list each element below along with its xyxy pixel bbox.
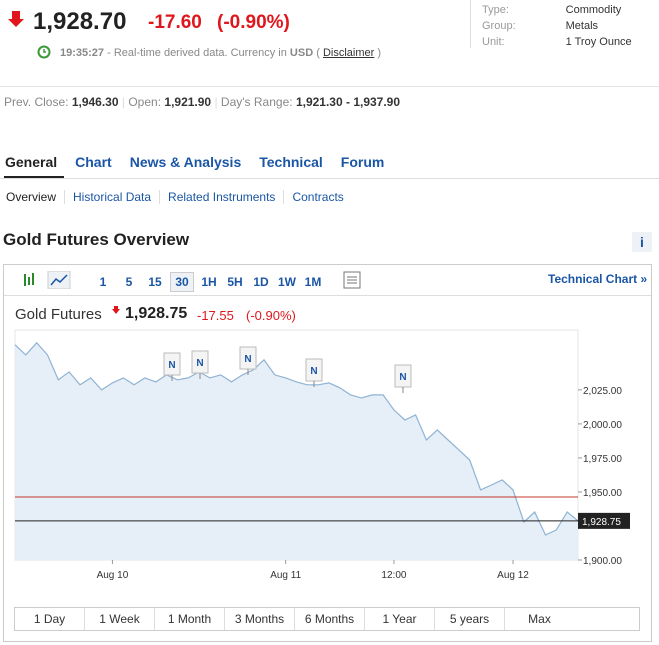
info-value: 1 Troy Ounce — [565, 35, 632, 48]
range-button[interactable]: 3 Months — [225, 608, 295, 630]
tabs: General Chart News & Analysis Technical Foru… — [5, 154, 402, 172]
chart-change-pct: (-0.90%) — [246, 308, 296, 323]
info-icon[interactable]: i — [632, 232, 652, 252]
tab[interactable]: Technical — [259, 154, 323, 170]
interval[interactable]: 1M — [304, 275, 322, 289]
subtab[interactable]: Overview — [6, 190, 57, 204]
range-button[interactable]: 5 years — [435, 608, 505, 630]
interval-buttons: 1 5 15 30 1H 5H 1D 1W 1M — [92, 272, 328, 292]
interval[interactable]: 15 — [148, 275, 162, 289]
news-label: N — [399, 372, 406, 383]
info-value: Metals — [565, 19, 599, 32]
interval[interactable]: 1W — [278, 275, 296, 289]
chart-box — [3, 264, 652, 642]
subtabs: Overview Historical Data Related Instrumen… — [0, 188, 352, 206]
tab[interactable]: General — [5, 154, 58, 170]
down-arrow — [8, 11, 24, 27]
tab[interactable]: Forum — [340, 154, 385, 170]
info-label: Unit: — [482, 35, 505, 48]
currency: USD — [289, 47, 314, 59]
tab-underline — [4, 176, 64, 179]
toolbar-icons[interactable] — [22, 271, 78, 289]
section-title: Gold Futures Overview — [3, 230, 190, 249]
area — [15, 342, 578, 560]
chart-name: Gold Futures — [15, 306, 102, 323]
range-button[interactable]: 6 Months — [295, 608, 365, 630]
subtab[interactable]: Contracts — [283, 190, 352, 204]
info-label: Type: — [482, 3, 509, 16]
paren: ) — [377, 47, 382, 59]
technical-chart-link[interactable]: Technical Chart » — [548, 272, 648, 286]
range-button[interactable]: 1 Month — [155, 608, 225, 630]
tab[interactable]: Chart — [75, 154, 112, 170]
down-arrow — [112, 306, 120, 314]
chart: Investing.com1,900.001,950.001,975.002,0… — [14, 329, 630, 581]
range-buttons: 1 Day 1 Week 1 Month 3 Months 6 Months 1 Year… — [14, 607, 640, 631]
stat-value: 1,946.30 — [71, 95, 119, 109]
chart-price: 1,928.75 — [125, 305, 188, 322]
info-table: Type: Commodity Group: Metals Unit: 1 Troy … — [482, 2, 632, 50]
divider — [0, 178, 659, 179]
x-tick-label: Aug 12 — [497, 570, 529, 581]
news-label: N — [244, 354, 251, 365]
y-tick-label: 2,025.00 — [583, 386, 622, 397]
paren: ( — [316, 47, 320, 59]
x-tick-label: 12:00 — [381, 570, 406, 581]
range-button[interactable]: 1 Day — [15, 608, 85, 630]
last-price-box — [578, 512, 630, 529]
interval[interactable]: 30 — [170, 272, 194, 292]
info-value: Commodity — [565, 3, 622, 16]
divider — [470, 0, 471, 48]
interval[interactable]: 5 — [125, 275, 133, 289]
interval[interactable]: 5H — [227, 275, 243, 289]
disclaimer-link[interactable]: Disclaimer — [322, 47, 375, 59]
note: - Real-time derived data. Currency in — [107, 47, 287, 59]
news-label: N — [196, 358, 203, 369]
x-tick-label: Aug 10 — [97, 570, 129, 581]
realtime-line: 19:35:27 - Real-time derived data. Curre… — [60, 47, 381, 59]
subtab[interactable]: Historical Data — [64, 190, 160, 204]
line — [14, 341, 579, 536]
y-tick-label: 1,950.00 — [583, 488, 622, 499]
last-price-label: 1,928.75 — [582, 517, 621, 528]
stats: Prev. Close: 1,946.30 | Open: 1,921.90 |… — [4, 95, 401, 109]
stat-value: 1,921.30 - 1,937.90 — [295, 95, 401, 109]
y-tick-label: 1,900.00 — [583, 556, 622, 567]
range-button[interactable]: 1 Year — [365, 608, 435, 630]
time: 19:35:27 — [60, 47, 105, 59]
change-pct: (-0.90%) — [217, 12, 290, 33]
price: 1,928.70 — [33, 8, 127, 35]
tab[interactable]: News & Analysis — [129, 154, 242, 170]
interval[interactable]: 1 — [99, 275, 107, 289]
y-tick-label: 1,975.00 — [583, 454, 622, 465]
interval[interactable]: 1D — [253, 275, 269, 289]
stat-label: Day's Range: — [220, 95, 293, 109]
table-icon[interactable] — [343, 271, 361, 289]
stat-label: Prev. Close: — [4, 95, 69, 109]
y-tick-label: 2,000.00 — [583, 420, 622, 431]
change: -17.60 — [148, 12, 202, 33]
interval[interactable]: 1H — [201, 275, 217, 289]
range-button[interactable]: Max — [528, 612, 551, 626]
stat-label: Open: — [128, 95, 162, 109]
news-label: N — [168, 360, 175, 371]
toolbar — [4, 265, 651, 296]
divider — [0, 86, 659, 87]
news-label: N — [310, 366, 317, 377]
x-tick-label: Aug 11 — [270, 570, 301, 581]
chart-change: -17.55 — [197, 308, 234, 323]
info-label: Group: — [482, 19, 516, 32]
range-button[interactable]: 1 Week — [85, 608, 155, 630]
subtab[interactable]: Related Instruments — [159, 190, 284, 204]
stat-value: 1,921.90 — [164, 95, 212, 109]
clock-icon — [37, 45, 51, 59]
